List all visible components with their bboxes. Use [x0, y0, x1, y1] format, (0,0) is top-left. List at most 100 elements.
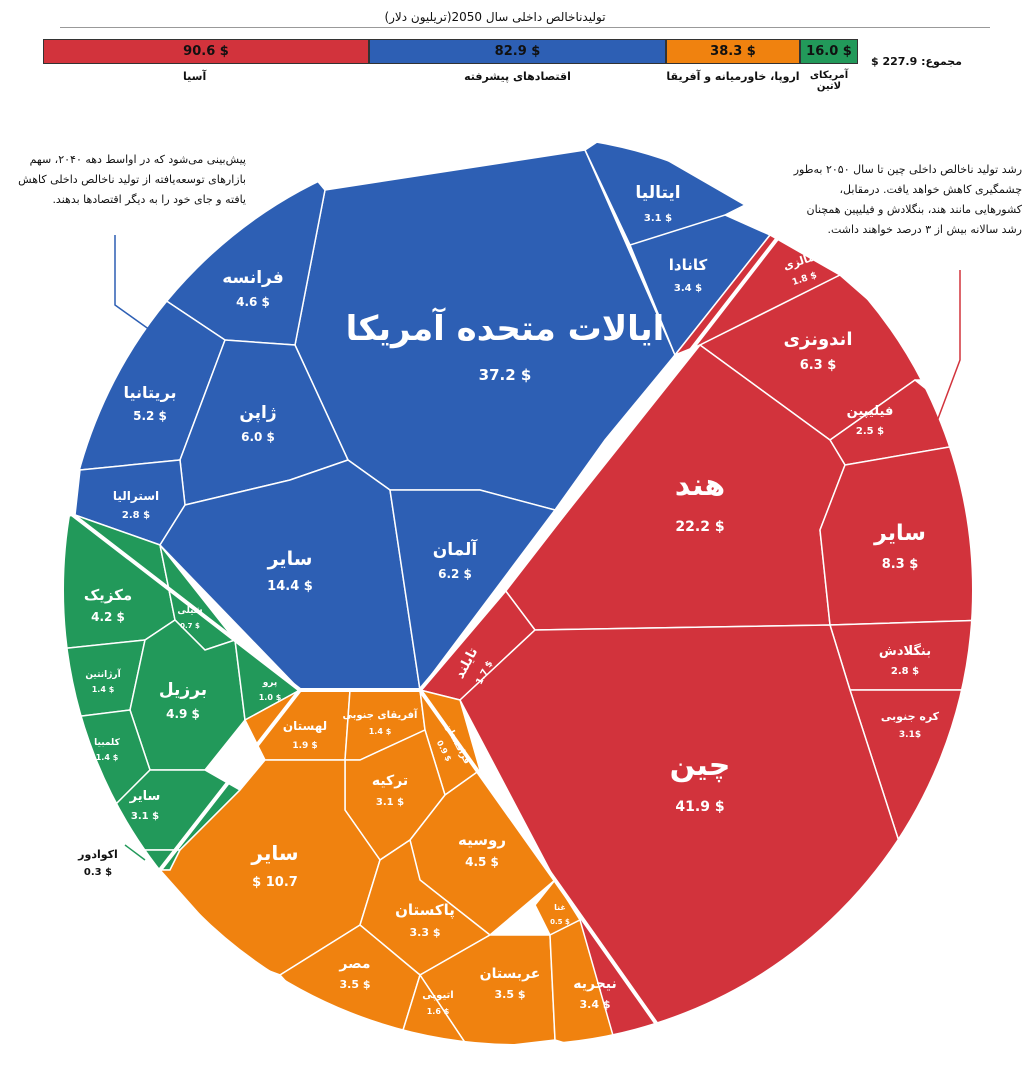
country-label-14: بنگلادش 2.8 $	[879, 643, 931, 677]
title-rule	[60, 27, 990, 28]
country-name-37: نیجریه	[573, 976, 617, 992]
total-label: مجموع: 227.9 $	[870, 55, 962, 68]
country-name-30: روسیه	[458, 831, 506, 849]
country-label-23: کلمبیا 1.4 $	[94, 738, 120, 762]
country-value-19: 0.7 $	[180, 622, 200, 630]
country-name-21: برزیل	[159, 680, 207, 700]
country-label-1: ایتالیا 3.1 $	[635, 183, 680, 224]
country-name-31: سایر	[250, 841, 298, 865]
country-value-11: 2.5 $	[856, 426, 884, 437]
country-name-2: کانادا	[669, 256, 708, 274]
country-name-12: هند	[675, 468, 725, 503]
country-name-33: پاکستان	[395, 901, 455, 920]
country-name-6: استرالیا	[113, 489, 159, 503]
country-value-25: 0.3 $	[84, 867, 112, 878]
leader-china	[929, 270, 961, 441]
country-label-6: استرالیا 2.8 $	[113, 489, 159, 521]
country-label-27: آفریقای جنوبی 1.4 $	[343, 708, 419, 736]
country-value-36: 1.6 $	[427, 1007, 450, 1016]
country-name-35: عربستان	[480, 966, 541, 982]
country-value-15: 3.1$	[899, 730, 921, 740]
country-value-10: 6.3 $	[800, 358, 837, 373]
leader-ecuador	[124, 844, 146, 861]
country-name-15: کره جنوبی	[881, 710, 940, 723]
country-label-13: سایر 8.3 $	[873, 521, 926, 572]
country-value-14: 2.8 $	[891, 666, 919, 677]
annotation-advanced: پیش‌بینی می‌شود که در اواسط دهه ۲۰۴۰، سه…	[18, 153, 246, 206]
country-label-36: اتیوپی 1.6 $	[422, 990, 453, 1016]
country-name-34: مصر	[338, 956, 370, 972]
region-bar-asia: 90.6 $	[43, 39, 369, 64]
country-value-27: 1.4 $	[369, 727, 392, 736]
country-label-4: بریتانیا 5.2 $	[123, 383, 176, 423]
country-label-3: فرانسه 4.6 $	[222, 268, 284, 309]
country-label-12: هند 22.2 $	[675, 468, 725, 535]
region-label-advanced: اقتصادهای پیشرفته	[464, 70, 571, 83]
country-value-24: 3.1 $	[131, 811, 159, 822]
region-border-emea-asia	[418, 688, 677, 1045]
country-value-12: 22.2 $	[675, 519, 724, 535]
region-border-latam	[63, 503, 303, 872]
country-value-26: 1.9 $	[292, 741, 317, 751]
country-value-1: 3.1 $	[644, 213, 672, 224]
country-value-7: 14.4 $	[267, 579, 313, 594]
country-name-4: بریتانیا	[123, 383, 176, 402]
cell-37	[549, 918, 622, 1045]
country-name-17: چین	[670, 748, 731, 783]
country-label-11: فیلیپین 2.5 $	[847, 404, 894, 437]
country-value-18: 4.2 $	[91, 610, 125, 624]
country-label-2: کانادا 3.4 $	[669, 256, 708, 294]
country-label-33: پاکستان 3.3 $	[395, 901, 455, 939]
country-name-20: آرژانتین	[85, 668, 121, 680]
annotation-china: رشد تولید ناخالص داخلی چین تا سال ۲۰۵۰ ب…	[793, 163, 1022, 236]
chart-title: تولیدناخالص داخلی سال 2050(تریلیون دلار)	[384, 10, 606, 24]
country-value-29: 3.1 $	[376, 797, 404, 808]
country-value-8: 6.2 $	[438, 567, 472, 581]
country-label-10: اندونزی 6.3 $	[784, 329, 853, 373]
country-name-36: اتیوپی	[422, 990, 453, 1001]
country-name-24: سایر	[129, 789, 161, 804]
country-name-32: غنا	[554, 903, 566, 912]
region-label-emea: اروپا، خاورمیانه و آفریقا	[666, 70, 800, 83]
country-label-8: آلمان 6.2 $	[433, 538, 479, 581]
country-name-23: کلمبیا	[94, 738, 120, 748]
region-border-advanced-asia	[300, 233, 782, 692]
country-label-0: ایالات متحده آمریکا 37.2 $	[346, 307, 665, 384]
country-label-37: نیجریه 3.4 $	[573, 976, 617, 1011]
country-name-25: اکوادور	[77, 848, 118, 861]
country-value-23: 1.4 $	[96, 753, 119, 762]
country-value-13: 8.3 $	[882, 557, 919, 572]
cell-31	[158, 759, 381, 976]
country-value-3: 4.6 $	[236, 295, 270, 309]
country-value-35: 3.5 $	[495, 988, 526, 1001]
country-value-33: 3.3 $	[410, 926, 441, 939]
country-name-10: اندونزی	[784, 329, 853, 350]
country-name-8: آلمان	[433, 538, 479, 560]
country-name-7: سایر	[267, 548, 313, 570]
country-label-31: سایر $ 10.7	[250, 841, 298, 890]
region-bar-emea: 38.3 $	[666, 39, 800, 64]
country-label-25: اکوادور 0.3 $	[77, 848, 118, 878]
country-name-29: ترکیه	[372, 773, 408, 789]
cell-8	[389, 489, 557, 692]
country-value-17: 41.9 $	[675, 799, 724, 815]
region-label-latam: آمریکای لاتین	[809, 70, 849, 92]
country-label-35: عربستان 3.5 $	[480, 966, 541, 1001]
country-label-26: لهستان 1.9 $	[283, 719, 327, 751]
country-value-20: 1.4 $	[92, 685, 115, 694]
country-value-32: 0.5 $	[550, 918, 570, 926]
country-label-29: ترکیه 3.1 $	[372, 773, 408, 808]
region-bar-advanced: 82.9 $	[369, 39, 666, 64]
country-label-20: آرژانتین 1.4 $	[85, 668, 121, 694]
country-value-22: 1.0 $	[259, 693, 282, 702]
country-value-0: 37.2 $	[479, 366, 532, 384]
leader-advanced	[114, 235, 151, 331]
country-value-6: 2.8 $	[122, 510, 150, 521]
country-label-34: مصر 3.5 $	[338, 956, 370, 991]
country-name-1: ایتالیا	[635, 183, 680, 203]
country-label-32: غنا 0.5 $	[550, 903, 570, 926]
country-value-37: 3.4 $	[580, 998, 611, 1011]
country-name-26: لهستان	[283, 719, 327, 733]
country-name-13: سایر	[873, 521, 926, 546]
